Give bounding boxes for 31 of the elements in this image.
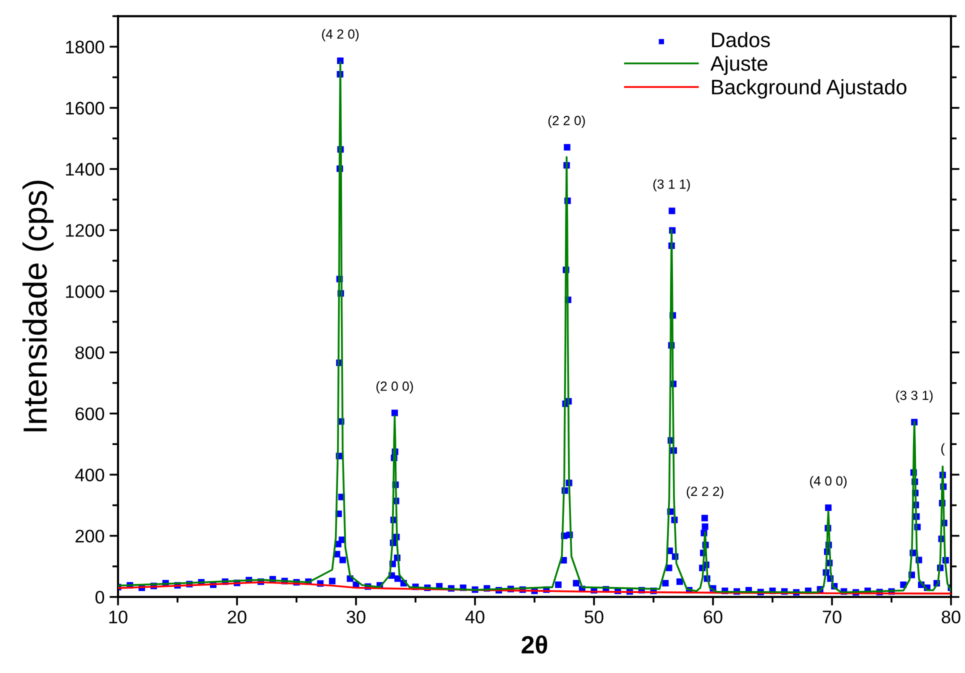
x-tick-label: 70 [822,610,842,624]
y-tick-label: 200 [76,530,104,543]
legend-label: Dados [712,32,770,48]
y-tick-label: 400 [75,468,104,482]
y-tick-label: 600 [76,407,104,420]
x-axis-title: 2θ [522,635,548,654]
annotation: (2 2 0) [548,116,585,128]
y-tick-label: 800 [75,346,104,360]
y-tick-label: 1000 [66,285,104,298]
x-tick-label: 50 [584,610,604,624]
y-tick-label: 1600 [66,102,104,115]
annotation: (2 0 0) [376,381,413,394]
annotation: (3 1 1) [653,179,690,192]
annotation: ( [941,443,945,456]
x-tick-label: 10 [109,610,128,624]
legend-label: Ajuste [710,56,768,76]
x-tick-label: 20 [228,610,246,624]
x-tick-label: 30 [346,610,366,624]
legend-label: Background Ajustado [712,79,906,99]
annotation: (4 0 0) [810,476,847,488]
y-tick-label: 1200 [66,224,104,237]
x-tick-label: 40 [465,610,484,624]
annotation: (2 2 2) [686,486,724,499]
annotation: (3 3 1) [896,390,933,403]
x-tick-label: 60 [704,610,722,624]
y-tick-label: 1400 [66,162,104,176]
y-tick-label: 1800 [66,40,104,54]
y-axis-title: Intensidade (cps) [22,180,54,432]
annotation: (4 2 0) [322,29,359,42]
x-tick-label: 80 [942,610,960,624]
y-tick-label: 0 [95,590,104,604]
